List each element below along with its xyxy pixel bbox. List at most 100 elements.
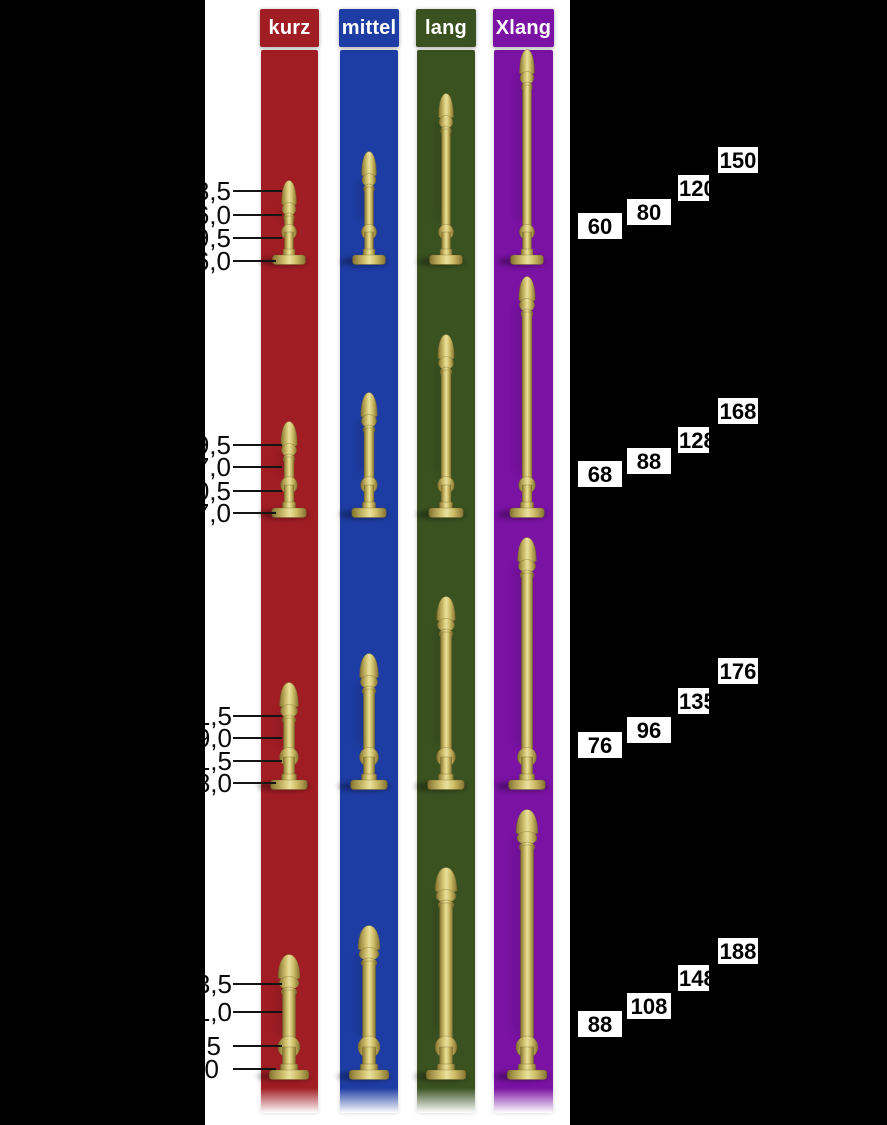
pawn-lang-row1 (417, 93, 465, 266)
pawn-xlang-row1 (498, 49, 546, 266)
pawn-lang-row2 (416, 334, 466, 519)
length-value: 108 (630, 994, 668, 1019)
length-box-xlang-row2: 168 (718, 398, 758, 424)
measurement-label-row2-1: 9,5 (205, 430, 231, 460)
length-box-kurz-row3: 76 (578, 732, 622, 758)
length-value: 148 (679, 966, 709, 991)
leader-line-row1-1 (233, 190, 282, 192)
measurement-value: 7,0 (205, 498, 231, 528)
column-header-kurz: kurz (260, 9, 319, 47)
measurement-label-row2-2: 7,0 (205, 452, 231, 482)
pawn-mittel-row3 (337, 653, 391, 791)
length-box-mittel-row4: 108 (627, 993, 671, 1019)
column-header-lang: lang (416, 9, 476, 47)
length-value: 120 (679, 176, 709, 201)
measurement-label-row1-1: 8,5 (205, 176, 231, 206)
length-box-xlang-row1: 150 (718, 147, 758, 173)
measurement-label-row4-4: 0 (205, 1054, 219, 1084)
pawn-mittel-row4 (337, 925, 391, 1081)
leader-line-row2-2 (233, 466, 282, 468)
leader-line-row1-3 (233, 237, 282, 239)
leader-line-row3-1 (233, 715, 282, 717)
measurement-value: 0,5 (205, 476, 231, 506)
length-value: 128 (679, 428, 709, 453)
column-header-label: kurz (268, 16, 311, 39)
measurement-label-row4-2: 1,0 (205, 997, 232, 1027)
measurement-value: 6,0 (205, 200, 231, 230)
measurement-value: 1,0 (205, 997, 232, 1027)
measurement-value: 9,5 (205, 430, 231, 460)
measurement-value: 0 (205, 1054, 219, 1084)
pawn-kurz-row1 (260, 180, 308, 266)
length-value: 168 (719, 399, 757, 424)
length-box-xlang-row3: 176 (718, 658, 758, 684)
column-header-label: Xlang (495, 16, 552, 39)
leader-line-row4-3 (233, 1045, 282, 1047)
leader-line-row4-2 (233, 1011, 282, 1013)
pawn-mittel-row2 (339, 392, 389, 519)
measurement-value: 9,0 (205, 723, 232, 753)
measurement-label-row1-2: 6,0 (205, 200, 231, 230)
length-box-kurz-row2: 68 (578, 461, 622, 487)
measurement-value: 9,5 (205, 223, 231, 253)
column-header-mittel: mittel (339, 9, 399, 47)
length-value: 96 (636, 718, 662, 743)
leader-line-row4-1 (233, 983, 282, 985)
leader-line-row1-2 (233, 214, 282, 216)
leader-line-row1-4 (233, 260, 276, 262)
pawn-kurz-row3 (257, 682, 311, 791)
pawn-kurz-row4 (257, 954, 311, 1081)
leader-line-row3-2 (233, 737, 282, 739)
column-header-label: lang (425, 16, 467, 39)
measurement-value: 1,5 (205, 746, 232, 776)
length-value: 80 (636, 200, 662, 225)
pawn-xlang-row2 (497, 276, 547, 519)
measurement-value: 6,0 (205, 246, 231, 276)
measurement-label-row1-3: 9,5 (205, 223, 231, 253)
length-value: 135 (679, 689, 709, 714)
length-value: 176 (719, 659, 757, 684)
pawn-lang-row3 (414, 596, 468, 791)
length-box-lang-row4: 148 (678, 965, 709, 991)
length-box-mittel-row1: 80 (627, 199, 671, 225)
length-box-kurz-row4: 88 (578, 1011, 622, 1037)
leader-line-row2-4 (233, 512, 276, 514)
column-header-xlang: Xlang (493, 9, 554, 47)
length-value: 68 (587, 462, 613, 487)
length-value: 88 (636, 449, 662, 474)
length-box-lang-row3: 135 (678, 688, 709, 714)
measurement-label-row3-1: 1,5 (205, 701, 232, 731)
measurement-label-row3-2: 9,0 (205, 723, 232, 753)
pawn-xlang-row4 (495, 809, 549, 1081)
measurement-value: 3,5 (205, 969, 232, 999)
chart-panel: kurzmittellangXlang8,56,09,56,09,57,00,5… (205, 0, 570, 1125)
leader-line-row2-1 (233, 444, 282, 446)
measurement-label-row1-4: 6,0 (205, 246, 231, 276)
measurement-label-row2-3: 0,5 (205, 476, 231, 506)
leader-line-row3-3 (233, 760, 282, 762)
leader-line-row3-4 (233, 782, 276, 784)
length-box-mittel-row3: 96 (627, 717, 671, 743)
length-box-lang-row2: 128 (678, 427, 709, 453)
length-value: 88 (587, 1012, 613, 1037)
leader-line-row2-3 (233, 490, 282, 492)
length-box-kurz-row1: 60 (578, 213, 622, 239)
measurement-value: 8,0 (205, 768, 232, 798)
measurement-label-row2-4: 7,0 (205, 498, 231, 528)
length-box-lang-row1: 120 (678, 175, 709, 201)
length-box-xlang-row4: 188 (718, 938, 758, 964)
measurement-label-row4-1: 3,5 (205, 969, 232, 999)
length-box-mittel-row2: 88 (627, 448, 671, 474)
length-value: 150 (719, 148, 757, 173)
measurement-label-row3-3: 1,5 (205, 746, 232, 776)
pawn-xlang-row3 (495, 537, 549, 791)
measurement-value: 8,5 (205, 176, 231, 206)
measurement-label-row4-3: 5 (207, 1031, 221, 1061)
measurement-label-row3-4: 8,0 (205, 768, 232, 798)
length-value: 188 (719, 939, 757, 964)
pawn-lang-row4 (414, 867, 468, 1081)
pawn-mittel-row1 (340, 151, 388, 266)
leader-line-row4-4 (233, 1068, 276, 1070)
length-value: 60 (587, 214, 613, 239)
